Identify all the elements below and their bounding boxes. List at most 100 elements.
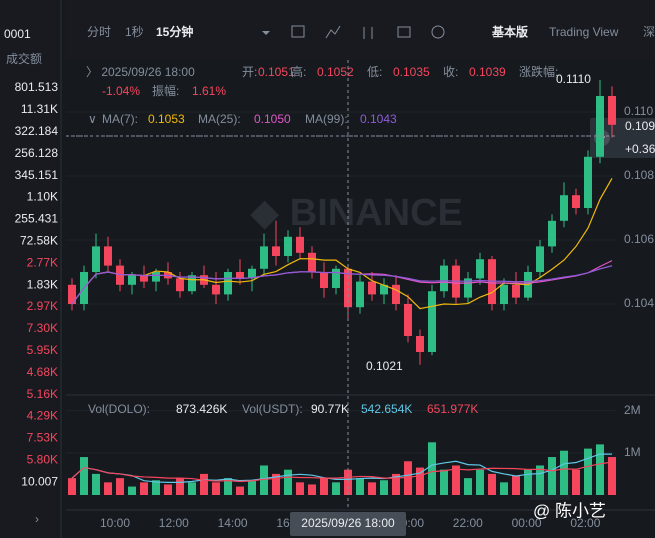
candle-body [296, 236, 304, 253]
candle-body [572, 195, 580, 208]
candle-body [560, 195, 568, 221]
candle-body [308, 252, 316, 272]
y-tick-label: 1M [624, 445, 641, 459]
volume-bar [200, 473, 208, 495]
low-note: 0.1021 [366, 359, 403, 373]
ma-line [71, 265, 613, 305]
volume-bar [332, 482, 340, 495]
info-field: 0.1052 [317, 65, 354, 79]
interval-tab[interactable]: 1秒 [125, 25, 144, 39]
expand-icon[interactable]: › [35, 512, 39, 526]
candle-body [248, 268, 256, 279]
volume-bar [380, 480, 388, 495]
ma-value: 0.1053 [148, 112, 185, 126]
volume-bar [176, 478, 184, 495]
candle-body [272, 246, 280, 256]
interval-tab[interactable]: 分时 [87, 25, 111, 39]
vol-ma-value: 542.654K [361, 402, 412, 416]
list-value: 345.151 [15, 168, 59, 182]
candle-body [128, 275, 136, 285]
volume-bar [260, 465, 268, 495]
y-tick-label: 0.104 [624, 296, 654, 310]
candle-body [188, 275, 196, 292]
volume-bar [464, 478, 472, 495]
volume-bar [500, 482, 508, 495]
list-value: 5.16K [27, 387, 58, 401]
volume-bar [224, 478, 232, 495]
candle-body [608, 96, 616, 125]
candle-body [356, 281, 364, 308]
current-price: 0.109 [625, 119, 655, 133]
candle-body [224, 272, 232, 295]
candle-body [152, 272, 160, 282]
volume-bar [104, 482, 112, 495]
volume-bar [248, 480, 256, 495]
volume-bar [212, 482, 220, 495]
view-tab[interactable]: 基本版 [491, 24, 528, 39]
candle-body [416, 336, 424, 352]
watermark-logo: ◆ BINANCE [250, 192, 463, 234]
volume-bar [488, 473, 496, 495]
y-tick-label: 0.108 [624, 168, 654, 182]
volume-bar [188, 482, 196, 495]
candle-body [440, 265, 448, 292]
x-tick-label: 14:00 [218, 516, 248, 530]
ma-line [71, 177, 613, 310]
high-note: 0.1110 [556, 72, 591, 86]
x-tick-label: 00:00 [512, 516, 542, 530]
y-tick-label: 0.110 [624, 104, 653, 118]
x-tick-label: 10:00 [100, 516, 130, 530]
list-value: 7.53K [27, 431, 58, 445]
volume-bar [68, 478, 76, 495]
volume-bar [92, 473, 100, 495]
info-field: 低: [367, 65, 382, 79]
info-field: 振幅: [152, 83, 179, 98]
info-field: 1.61% [192, 84, 226, 98]
view-tab[interactable]: 深 [643, 25, 655, 39]
list-value: 256.128 [15, 146, 59, 160]
candle-body [404, 304, 412, 336]
vol-value: 90.77K [311, 402, 349, 416]
candle-body [92, 246, 100, 272]
collapse-icon: ∨ [88, 112, 97, 126]
volume-bar [296, 482, 304, 495]
volume-bar [116, 478, 124, 495]
toolbar [66, 0, 655, 60]
vol-name: Vol(USDT): [242, 402, 303, 416]
info-field: -1.04% [102, 84, 140, 98]
volume-bar [512, 476, 520, 495]
list-value: 72.58K [20, 233, 58, 247]
candle-body [548, 220, 556, 247]
list-value: 10.007 [21, 474, 58, 488]
candle-body [332, 268, 340, 288]
candle-body [464, 278, 472, 298]
list-value: 2.97K [27, 299, 58, 313]
list-value: 4.29K [27, 409, 58, 423]
y-tick-label: 2M [624, 403, 641, 417]
price-tag-bg [590, 118, 655, 158]
view-tab[interactable]: Trading View [549, 25, 619, 39]
x-tick-label: 02:00 [570, 516, 600, 530]
candle-body [116, 265, 124, 285]
volume-bar [536, 465, 544, 495]
candle-body [104, 246, 112, 266]
interval-tab[interactable]: 15分钟 [156, 24, 193, 39]
volume-bar [164, 484, 172, 495]
candle-body [380, 284, 388, 295]
candle-body [584, 156, 592, 208]
list-value: 5.95K [27, 343, 58, 357]
volume-bar [140, 482, 148, 495]
volume-bar [596, 444, 604, 495]
list-value: 801.513 [15, 80, 59, 94]
info-field: 0.1051 [258, 65, 295, 79]
candle-body [392, 284, 400, 304]
volume-bar [548, 457, 556, 495]
list-value: 1.83K [27, 277, 58, 291]
volume-bar [476, 469, 484, 495]
list-value: 255.431 [15, 212, 59, 226]
candle-body [536, 246, 544, 272]
candle-body [428, 291, 436, 352]
candle-body [512, 284, 520, 298]
tool-icons[interactable] [291, 25, 445, 39]
dropdown[interactable] [262, 31, 270, 35]
